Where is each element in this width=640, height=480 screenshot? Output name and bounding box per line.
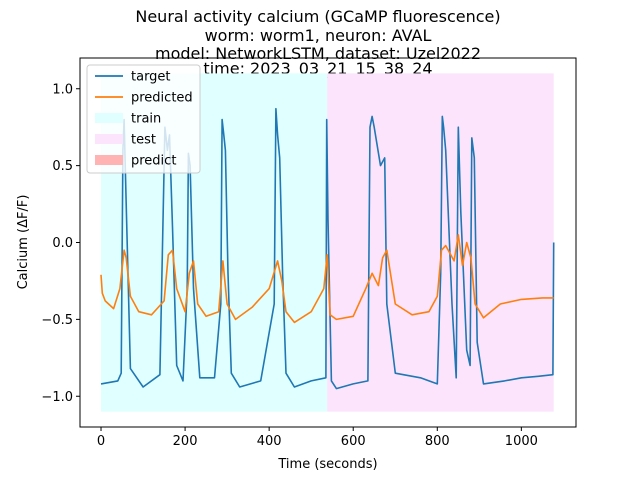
x-tick-label: 1000 <box>505 434 538 449</box>
legend-label-target: target <box>131 70 171 85</box>
y-tick-label: 0.5 <box>52 159 73 174</box>
legend-label-predicted: predicted <box>131 91 193 106</box>
x-axis-label: Time (seconds) <box>277 457 377 472</box>
x-axis: 0 200 400 600 800 1000 <box>97 427 538 449</box>
series-line-predicted <box>100 234 554 324</box>
x-tick-label: 600 <box>341 434 366 449</box>
legend-box <box>86 64 201 174</box>
y-axis-label: Calcium (ΔF/F) <box>16 195 31 290</box>
title-line-1: Neural activity calcium (GCaMP fluoresce… <box>135 7 500 26</box>
x-tick-label: 800 <box>425 434 450 449</box>
x-tick-label: 400 <box>257 434 282 449</box>
y-tick-label: 0.0 <box>52 236 73 251</box>
legend-label-train: train <box>131 112 161 127</box>
chart-title: Neural activity calcium (GCaMP fluoresce… <box>135 7 500 79</box>
legend-swatch-predict <box>95 155 123 165</box>
y-tick-label: −0.5 <box>41 313 73 328</box>
x-tick-label: 0 <box>97 434 105 449</box>
legend-swatch-test <box>95 134 123 144</box>
x-tick-label: 200 <box>173 434 198 449</box>
title-line-2: worm: worm1, neuron: AVAL <box>205 26 432 45</box>
legend: target predicted train test predict <box>86 64 201 174</box>
y-axis: −1.0 −0.5 0.0 0.5 1.0 <box>41 82 80 405</box>
legend-label-test: test <box>131 133 156 148</box>
legend-swatch-train <box>95 113 123 123</box>
y-tick-label: 1.0 <box>52 82 73 97</box>
legend-label-predict: predict <box>131 154 176 169</box>
y-tick-label: −1.0 <box>41 390 73 405</box>
